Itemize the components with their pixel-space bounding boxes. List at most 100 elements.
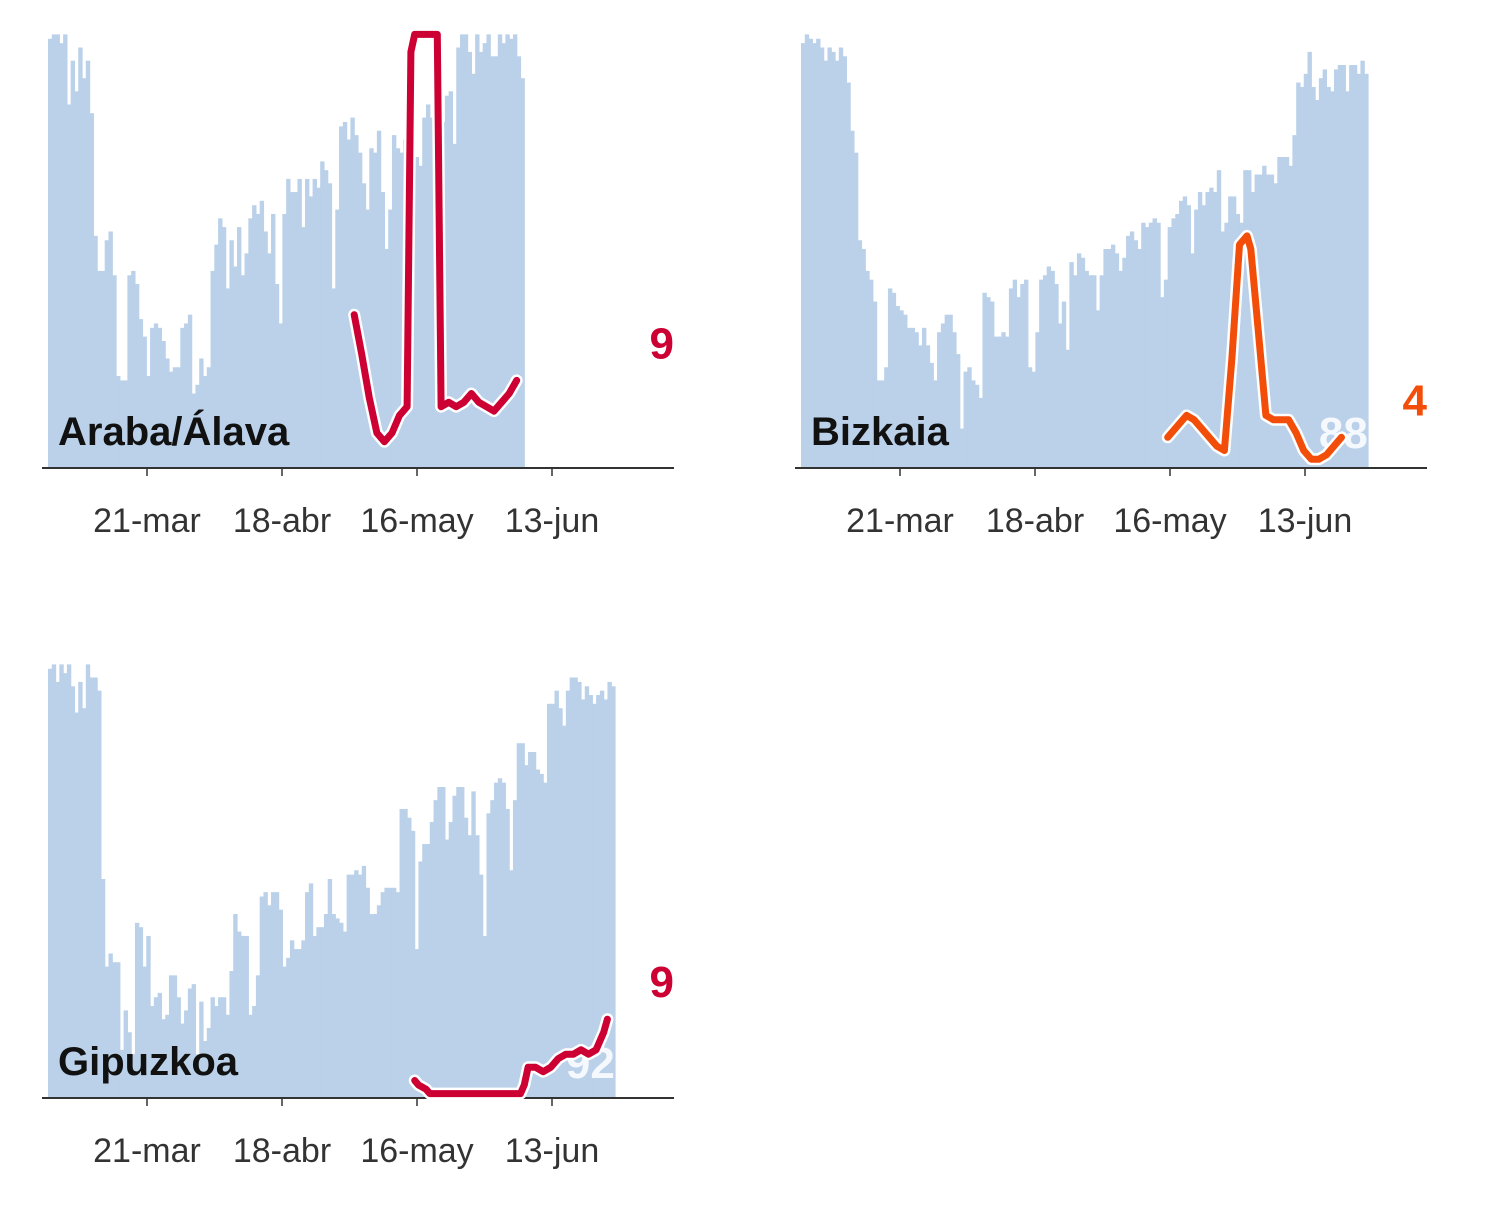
bar (501, 782, 506, 1098)
bar (187, 988, 193, 1098)
end-value-label: 9 (650, 319, 674, 368)
bar (993, 336, 999, 468)
bar (131, 1054, 136, 1098)
bar (1110, 244, 1116, 468)
bar (1148, 222, 1154, 468)
bar (82, 78, 87, 469)
bar (327, 879, 333, 1098)
bar (240, 935, 246, 1098)
bar (74, 712, 79, 1098)
bar (323, 170, 329, 468)
bar (403, 808, 408, 1098)
bar (1349, 65, 1354, 468)
x-tick-label: 18-abr (233, 1132, 331, 1170)
bar (384, 249, 389, 468)
bar (1288, 165, 1293, 468)
bar (59, 43, 64, 468)
bar (1084, 270, 1089, 468)
bar (1352, 65, 1358, 468)
bar (1265, 174, 1271, 469)
bar (959, 428, 965, 468)
bar (535, 769, 540, 1098)
bar (180, 1023, 185, 1098)
bar (1247, 170, 1252, 468)
x-tick-label: 13-jun (1258, 502, 1353, 540)
bar (165, 358, 170, 468)
bar (267, 905, 272, 1098)
bar (93, 677, 98, 1098)
bar (176, 367, 181, 468)
bar (573, 677, 578, 1098)
bar (376, 130, 382, 468)
bar (1284, 157, 1290, 468)
bar (512, 800, 518, 1098)
x-tick-label: 21-mar (93, 502, 201, 540)
bar (1190, 253, 1195, 468)
bar (475, 835, 480, 1098)
bar (225, 288, 231, 468)
bar (161, 1019, 166, 1098)
bar (899, 310, 904, 468)
bar (937, 332, 942, 468)
bar (1126, 235, 1131, 468)
chart-panel-gipuzkoa: 21-mar 18-abr 16-may 13-jun Gipuzkoa 92% 9 (40, 650, 700, 1220)
end-value-label: 9 (650, 958, 674, 1007)
bar (418, 165, 423, 468)
bar (112, 962, 117, 1098)
bar (373, 914, 378, 1098)
bar (505, 808, 510, 1098)
bar (887, 288, 893, 468)
bar (237, 931, 242, 1098)
bar (331, 914, 336, 1098)
bar (982, 292, 987, 468)
bar (172, 367, 178, 468)
bar (320, 161, 325, 468)
bar (865, 270, 870, 468)
bar (494, 56, 499, 468)
bar (433, 800, 438, 1098)
bar (857, 240, 863, 468)
bar (580, 699, 586, 1098)
x-tick-label: 16-may (360, 1132, 473, 1170)
bar (1156, 222, 1161, 468)
bar (1213, 192, 1218, 468)
bar (282, 213, 287, 468)
bar (816, 38, 821, 468)
bar (1099, 275, 1104, 468)
bar (1194, 209, 1199, 468)
bar (422, 117, 427, 468)
bar (543, 782, 548, 1098)
bar (528, 751, 533, 1098)
bar (1182, 196, 1188, 468)
bar (244, 253, 249, 468)
bar (316, 187, 321, 468)
bar (944, 314, 950, 468)
bar (1016, 297, 1021, 468)
bar (305, 892, 310, 1098)
bar (399, 152, 404, 468)
bar (486, 813, 491, 1098)
bar (335, 918, 340, 1098)
line-series (411, 1015, 611, 1098)
bar (1299, 86, 1305, 468)
bar (184, 323, 189, 468)
bar (233, 914, 238, 1098)
bar (846, 82, 851, 468)
bar (361, 865, 367, 1098)
bar (414, 949, 420, 1098)
bar (835, 60, 840, 468)
bar (248, 1014, 253, 1098)
bar (448, 822, 454, 1098)
bar (1069, 262, 1074, 468)
bar (55, 681, 60, 1098)
bar (599, 690, 605, 1098)
bar (74, 91, 79, 468)
bar (104, 240, 110, 468)
bar (388, 887, 393, 1098)
bar (1039, 279, 1044, 468)
bar (1122, 257, 1127, 468)
percent-label: 97% (566, 409, 654, 458)
bar (1360, 60, 1365, 468)
bar (357, 152, 363, 468)
bar (108, 953, 113, 1098)
